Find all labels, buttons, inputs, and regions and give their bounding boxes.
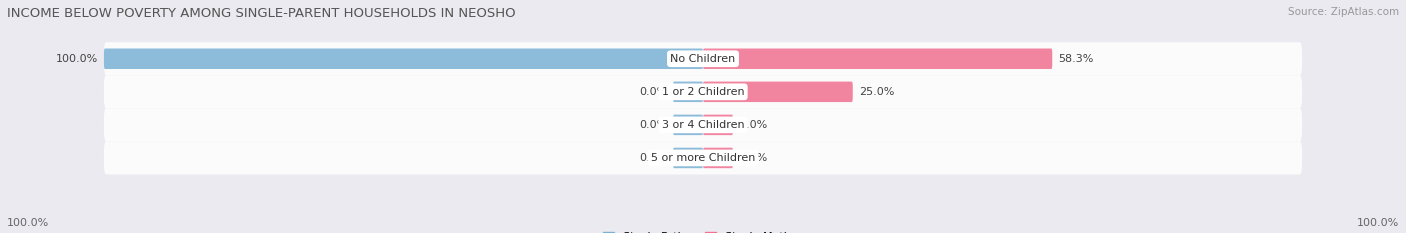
Text: 0.0%: 0.0% <box>740 153 768 163</box>
FancyBboxPatch shape <box>703 48 1052 69</box>
Text: 100.0%: 100.0% <box>7 218 49 228</box>
FancyBboxPatch shape <box>104 108 1302 141</box>
Legend: Single Father, Single Mother: Single Father, Single Mother <box>599 227 807 233</box>
Text: 0.0%: 0.0% <box>638 153 666 163</box>
Text: 58.3%: 58.3% <box>1059 54 1094 64</box>
Text: INCOME BELOW POVERTY AMONG SINGLE-PARENT HOUSEHOLDS IN NEOSHO: INCOME BELOW POVERTY AMONG SINGLE-PARENT… <box>7 7 516 20</box>
Text: 5 or more Children: 5 or more Children <box>651 153 755 163</box>
Text: 1 or 2 Children: 1 or 2 Children <box>662 87 744 97</box>
FancyBboxPatch shape <box>703 82 853 102</box>
Text: 0.0%: 0.0% <box>638 87 666 97</box>
Text: 3 or 4 Children: 3 or 4 Children <box>662 120 744 130</box>
Text: 100.0%: 100.0% <box>56 54 98 64</box>
Text: 25.0%: 25.0% <box>859 87 894 97</box>
FancyBboxPatch shape <box>703 115 733 135</box>
Text: Source: ZipAtlas.com: Source: ZipAtlas.com <box>1288 7 1399 17</box>
Text: 100.0%: 100.0% <box>1357 218 1399 228</box>
FancyBboxPatch shape <box>703 148 733 168</box>
Text: 0.0%: 0.0% <box>740 120 768 130</box>
FancyBboxPatch shape <box>104 42 1302 75</box>
FancyBboxPatch shape <box>104 141 1302 175</box>
FancyBboxPatch shape <box>673 148 703 168</box>
FancyBboxPatch shape <box>673 82 703 102</box>
Text: No Children: No Children <box>671 54 735 64</box>
Text: 0.0%: 0.0% <box>638 120 666 130</box>
FancyBboxPatch shape <box>104 48 703 69</box>
FancyBboxPatch shape <box>673 115 703 135</box>
FancyBboxPatch shape <box>104 75 1302 108</box>
